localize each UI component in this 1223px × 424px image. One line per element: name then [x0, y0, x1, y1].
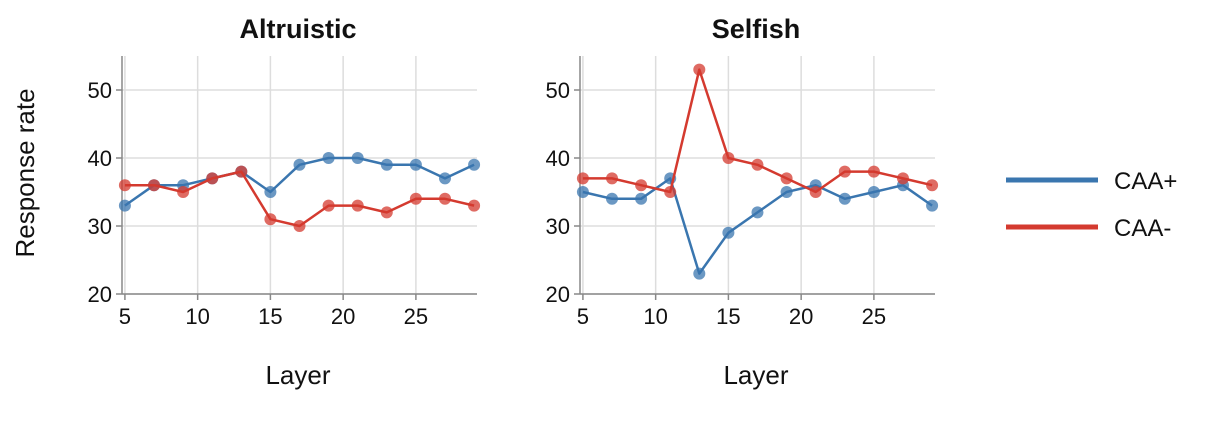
- data-point-caa-plus: [351, 152, 364, 164]
- x-tick-label: 10: [643, 304, 667, 329]
- series-caa-minus: [118, 165, 481, 232]
- data-point-caa-minus: [809, 186, 822, 198]
- series-caa-minus: [576, 63, 939, 198]
- data-point-caa-plus: [838, 192, 851, 205]
- series-line-caa-minus: [582, 68, 933, 194]
- data-point-caa-minus: [664, 186, 677, 198]
- x-tick-label: 25: [862, 304, 886, 329]
- y-tick-label: 30: [88, 214, 112, 239]
- y-tick-label: 40: [546, 146, 570, 171]
- x-tick-label: 10: [185, 304, 209, 329]
- x-tick-label: 20: [331, 304, 355, 329]
- panel-title: Selfish: [712, 14, 801, 44]
- data-point-caa-plus: [635, 192, 648, 205]
- data-point-caa-minus: [576, 172, 589, 185]
- y-axis-label: Response rate: [10, 88, 40, 257]
- y-tick-label: 20: [88, 282, 112, 307]
- data-point-caa-minus: [351, 199, 364, 212]
- gridlines: [122, 56, 477, 295]
- y-tick-label: 40: [88, 146, 112, 171]
- gridlines: [580, 56, 935, 295]
- data-point-caa-minus: [380, 206, 393, 219]
- data-point-caa-minus: [293, 220, 306, 232]
- y-tick-label: 50: [88, 78, 112, 103]
- data-point-caa-plus: [264, 186, 277, 198]
- panel-altruistic: Altruistic Response rate Layer 20 30 40 50 5…: [10, 14, 481, 390]
- legend: CAA+ CAA-: [1006, 168, 1177, 242]
- data-point-caa-plus: [606, 192, 619, 205]
- x-tick-label: 5: [577, 304, 589, 329]
- data-point-caa-minus: [235, 165, 248, 178]
- data-point-caa-plus: [293, 158, 306, 171]
- data-point-caa-plus: [867, 186, 880, 198]
- data-point-caa-minus: [409, 192, 422, 205]
- data-point-caa-minus: [780, 172, 793, 185]
- legend-label-caa-plus: CAA+: [1114, 168, 1177, 195]
- data-point-caa-minus: [635, 179, 648, 192]
- data-point-caa-plus: [468, 158, 481, 171]
- x-tick-label: 25: [404, 304, 428, 329]
- series-caa-plus: [118, 152, 481, 212]
- x-axis-label: Layer: [723, 360, 788, 390]
- data-point-caa-minus: [177, 186, 190, 198]
- data-point-caa-plus: [576, 186, 589, 198]
- x-tick-label: 20: [789, 304, 813, 329]
- data-point-caa-minus: [926, 179, 939, 192]
- data-point-caa-minus: [148, 179, 161, 192]
- data-point-caa-plus: [409, 158, 422, 171]
- data-point-caa-plus: [926, 199, 939, 212]
- y-tick-label: 50: [546, 78, 570, 103]
- x-axis-label: Layer: [265, 360, 330, 390]
- y-tick-label: 20: [546, 282, 570, 307]
- data-point-caa-plus: [118, 199, 131, 212]
- data-point-caa-minus: [322, 199, 335, 212]
- data-point-caa-minus: [606, 172, 619, 185]
- data-point-caa-minus: [751, 158, 764, 171]
- data-point-caa-minus: [438, 192, 451, 205]
- x-tick-label: 15: [716, 304, 740, 329]
- data-point-caa-minus: [206, 172, 219, 185]
- data-point-caa-minus: [722, 152, 735, 164]
- panel-title: Altruistic: [239, 14, 356, 44]
- legend-label-caa-minus: CAA-: [1114, 215, 1171, 242]
- data-point-caa-plus: [693, 267, 706, 280]
- data-point-caa-minus: [118, 179, 131, 192]
- data-point-caa-plus: [438, 172, 451, 185]
- data-point-caa-plus: [722, 226, 735, 239]
- data-point-caa-minus: [693, 63, 706, 76]
- data-point-caa-plus: [322, 152, 335, 164]
- data-point-caa-plus: [380, 158, 393, 171]
- data-point-caa-minus: [867, 165, 880, 178]
- data-point-caa-minus: [896, 172, 909, 185]
- x-tick-label: 5: [119, 304, 131, 329]
- data-point-caa-plus: [780, 186, 793, 198]
- panel-selfish: Selfish Layer 20 30 40 50 5 10 15 20 25: [546, 14, 939, 390]
- data-point-caa-minus: [264, 213, 277, 226]
- data-point-caa-minus: [838, 165, 851, 178]
- data-point-caa-minus: [468, 199, 481, 212]
- y-tick-label: 30: [546, 214, 570, 239]
- x-tick-label: 15: [258, 304, 282, 329]
- data-point-caa-plus: [751, 206, 764, 219]
